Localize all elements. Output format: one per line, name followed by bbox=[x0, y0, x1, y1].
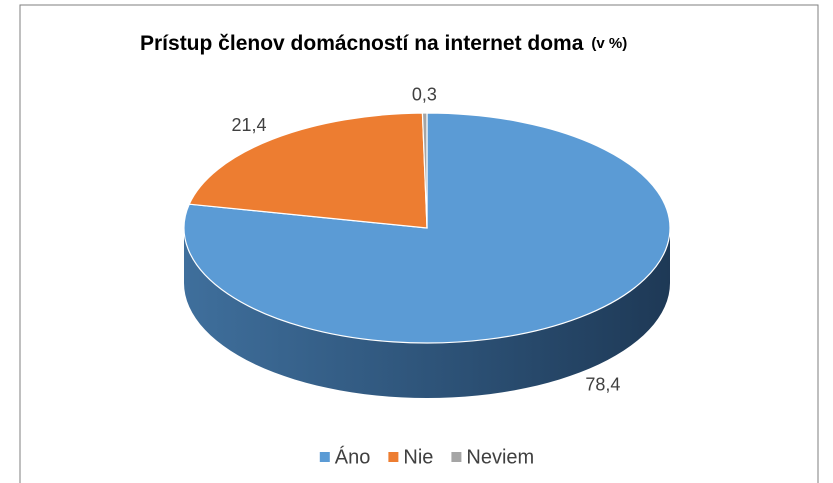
legend-swatch bbox=[319, 452, 330, 462]
pie-side bbox=[184, 228, 670, 398]
legend: Áno Nie Neviem bbox=[319, 445, 534, 468]
legend-label: Áno bbox=[335, 445, 371, 468]
legend-label: Neviem bbox=[466, 446, 534, 468]
pie-slice bbox=[183, 112, 671, 344]
chart-title: Prístup členov domácností na internet do… bbox=[140, 32, 627, 55]
chart-border bbox=[19, 4, 819, 483]
data-label: 21,4 bbox=[231, 115, 266, 135]
data-label: 78,4 bbox=[585, 374, 620, 394]
data-label: 0,3 bbox=[412, 85, 437, 105]
legend-swatch bbox=[451, 452, 462, 462]
pie-slice bbox=[188, 112, 428, 229]
legend-swatch bbox=[388, 452, 399, 462]
pie-slice bbox=[421, 112, 428, 229]
legend-label: Nie bbox=[403, 446, 433, 468]
